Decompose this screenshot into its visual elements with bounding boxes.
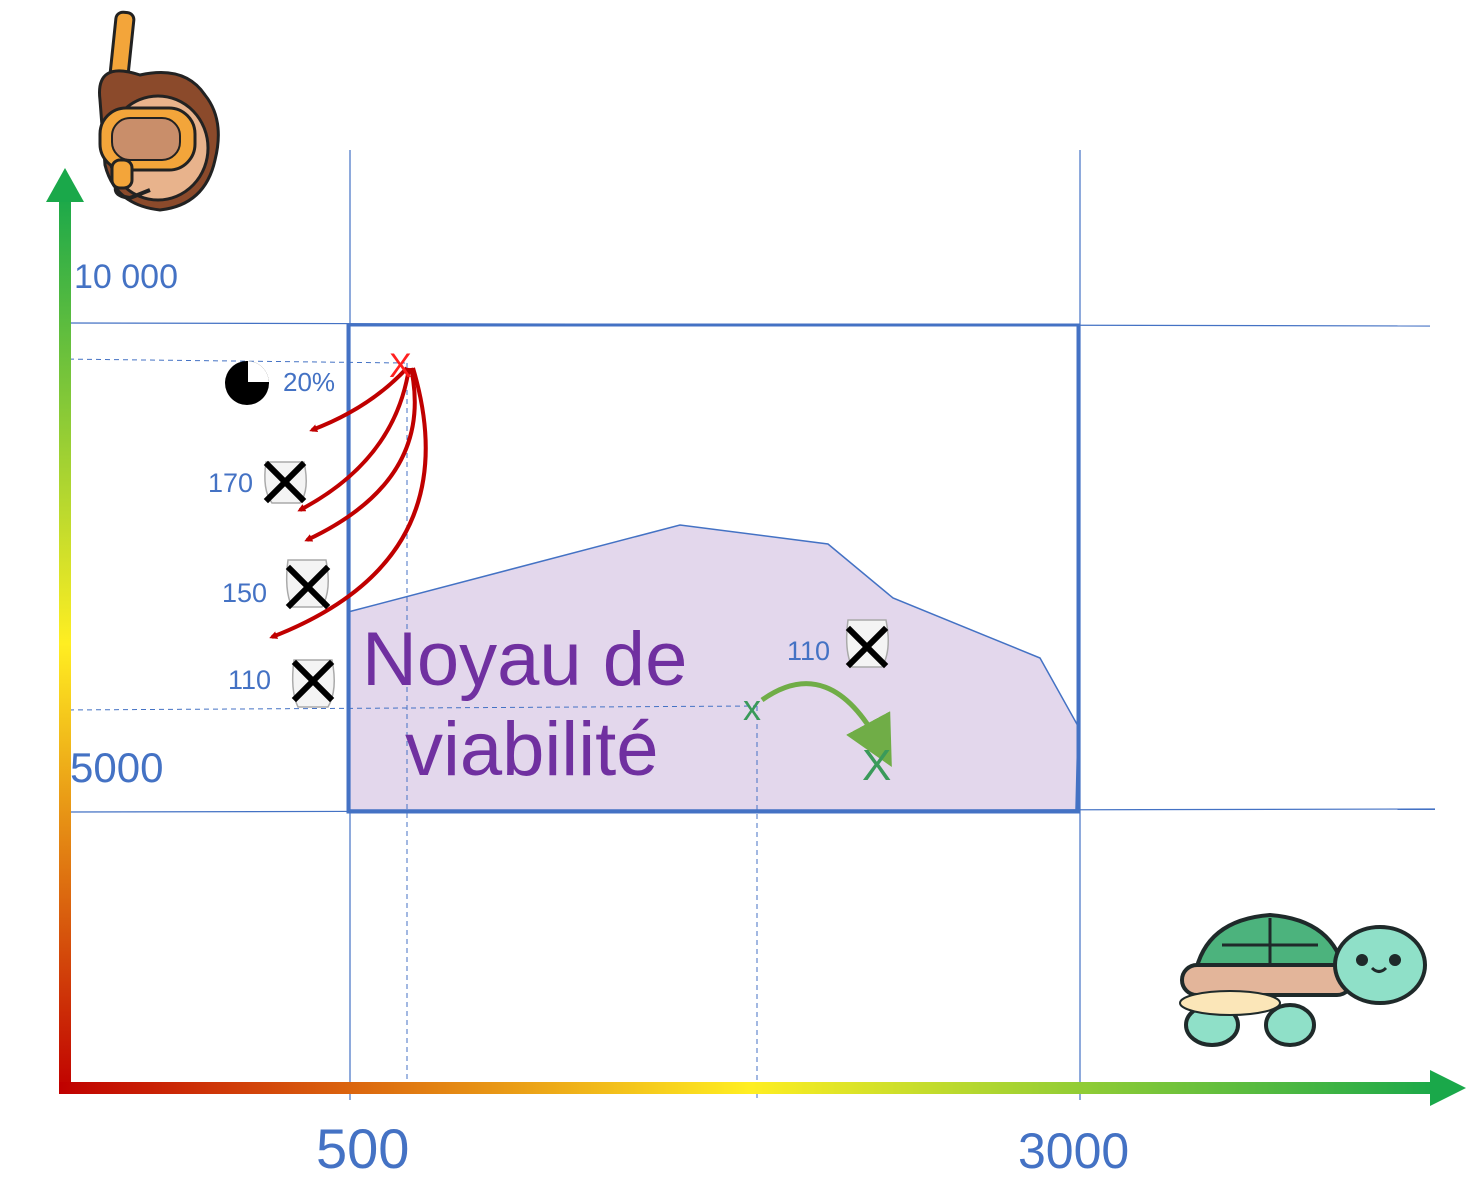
y-tick-5000: 5000 xyxy=(70,744,163,791)
green-arrow xyxy=(760,681,892,768)
y-tick-10000: 10 000 xyxy=(74,258,178,296)
y-axis xyxy=(59,195,71,1093)
pie-chart-icon xyxy=(225,361,269,405)
green-end-marker: X xyxy=(862,741,891,790)
red-arrow-2 xyxy=(297,367,411,512)
viability-kernel-zone xyxy=(347,524,1079,811)
x-tick-500: 500 xyxy=(316,1117,409,1180)
red-arrow-4 xyxy=(269,367,428,639)
zone-label-line1: Noyau de xyxy=(362,617,687,702)
cross-icon xyxy=(263,460,889,703)
projection-lines xyxy=(59,358,758,1098)
value-110: 110 xyxy=(228,665,271,695)
red-arrow-3 xyxy=(304,367,417,542)
constraint-rectangle xyxy=(346,323,1080,814)
zone-label-line2: viabilité xyxy=(405,707,658,792)
turtle-icon xyxy=(1179,912,1427,1047)
snorkeler-icon xyxy=(98,10,220,212)
red-trajectories xyxy=(269,366,428,639)
value-150: 150 xyxy=(222,578,267,608)
x-axis-arrowhead xyxy=(1430,1070,1466,1106)
value-inside-110: 110 xyxy=(787,636,830,666)
green-start-marker: x xyxy=(743,687,761,728)
axes xyxy=(46,168,1466,1106)
value-170: 170 xyxy=(208,468,253,498)
red-arrow-1 xyxy=(309,366,409,432)
x-axis xyxy=(59,1082,1439,1094)
start-marker: X xyxy=(389,347,412,385)
x-tick-3000: 3000 xyxy=(1018,1123,1129,1179)
y-axis-arrowhead xyxy=(46,168,84,202)
percent-label: 20% xyxy=(283,367,335,397)
